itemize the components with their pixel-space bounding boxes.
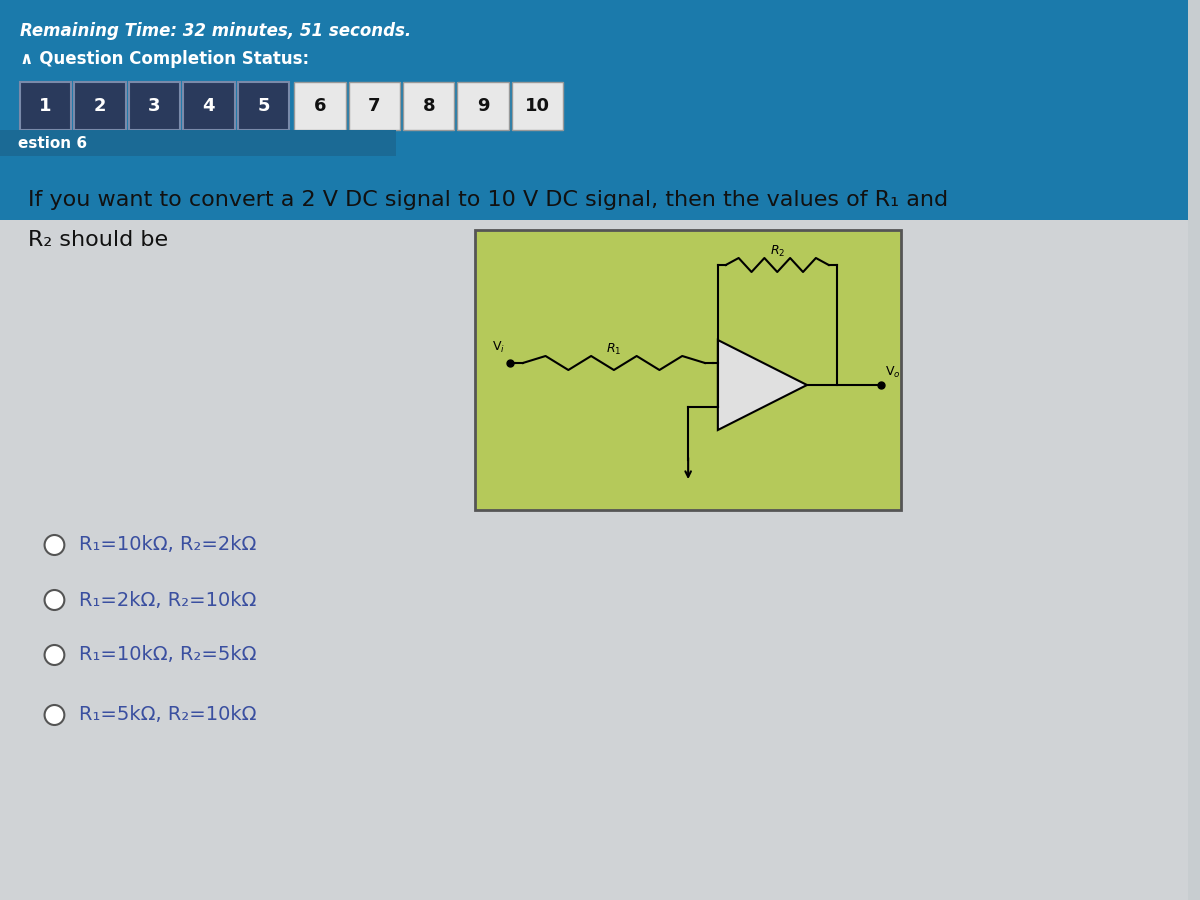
Bar <box>238 82 289 130</box>
Text: 8: 8 <box>422 97 436 115</box>
Text: 10: 10 <box>526 97 550 115</box>
Text: R$_2$: R$_2$ <box>769 244 785 258</box>
Text: 4: 4 <box>203 97 215 115</box>
Bar <box>512 82 563 130</box>
Text: R₁=2kΩ, R₂=10kΩ: R₁=2kΩ, R₂=10kΩ <box>79 590 257 609</box>
Bar <box>294 82 346 130</box>
Text: R₁=10kΩ, R₂=5kΩ: R₁=10kΩ, R₂=5kΩ <box>79 645 257 664</box>
Bar <box>20 82 71 130</box>
Polygon shape <box>718 340 806 430</box>
Text: 7: 7 <box>368 97 380 115</box>
Text: 9: 9 <box>476 97 490 115</box>
Circle shape <box>44 590 65 610</box>
Text: 2: 2 <box>94 97 107 115</box>
Text: V$_i$: V$_i$ <box>492 340 504 355</box>
Bar <box>128 82 180 130</box>
Text: 1: 1 <box>40 97 52 115</box>
Text: estion 6: estion 6 <box>18 136 86 150</box>
Bar <box>457 82 509 130</box>
Bar <box>403 82 455 130</box>
Text: Remaining Time: 32 minutes, 51 seconds.: Remaining Time: 32 minutes, 51 seconds. <box>20 22 412 40</box>
Circle shape <box>44 645 65 665</box>
Text: R₂ should be: R₂ should be <box>28 230 168 250</box>
Circle shape <box>44 705 65 725</box>
Text: 5: 5 <box>257 97 270 115</box>
Text: ∧ Question Completion Status:: ∧ Question Completion Status: <box>20 50 308 68</box>
Text: V$_o$: V$_o$ <box>886 364 901 380</box>
Bar <box>0 156 1188 900</box>
Text: R₁=10kΩ, R₂=2kΩ: R₁=10kΩ, R₂=2kΩ <box>79 536 257 554</box>
Text: 6: 6 <box>313 97 326 115</box>
Bar <box>348 82 400 130</box>
Bar <box>74 82 126 130</box>
Text: R$_1$: R$_1$ <box>606 341 622 356</box>
Bar <box>0 0 1188 220</box>
Text: R₁=5kΩ, R₂=10kΩ: R₁=5kΩ, R₂=10kΩ <box>79 706 257 724</box>
Circle shape <box>44 535 65 555</box>
Bar <box>184 82 235 130</box>
Bar <box>475 230 901 510</box>
Bar <box>0 130 396 156</box>
Text: If you want to convert a 2 V DC signal to 10 V DC signal, then the values of R₁ : If you want to convert a 2 V DC signal t… <box>28 190 948 210</box>
Text: 3: 3 <box>149 97 161 115</box>
